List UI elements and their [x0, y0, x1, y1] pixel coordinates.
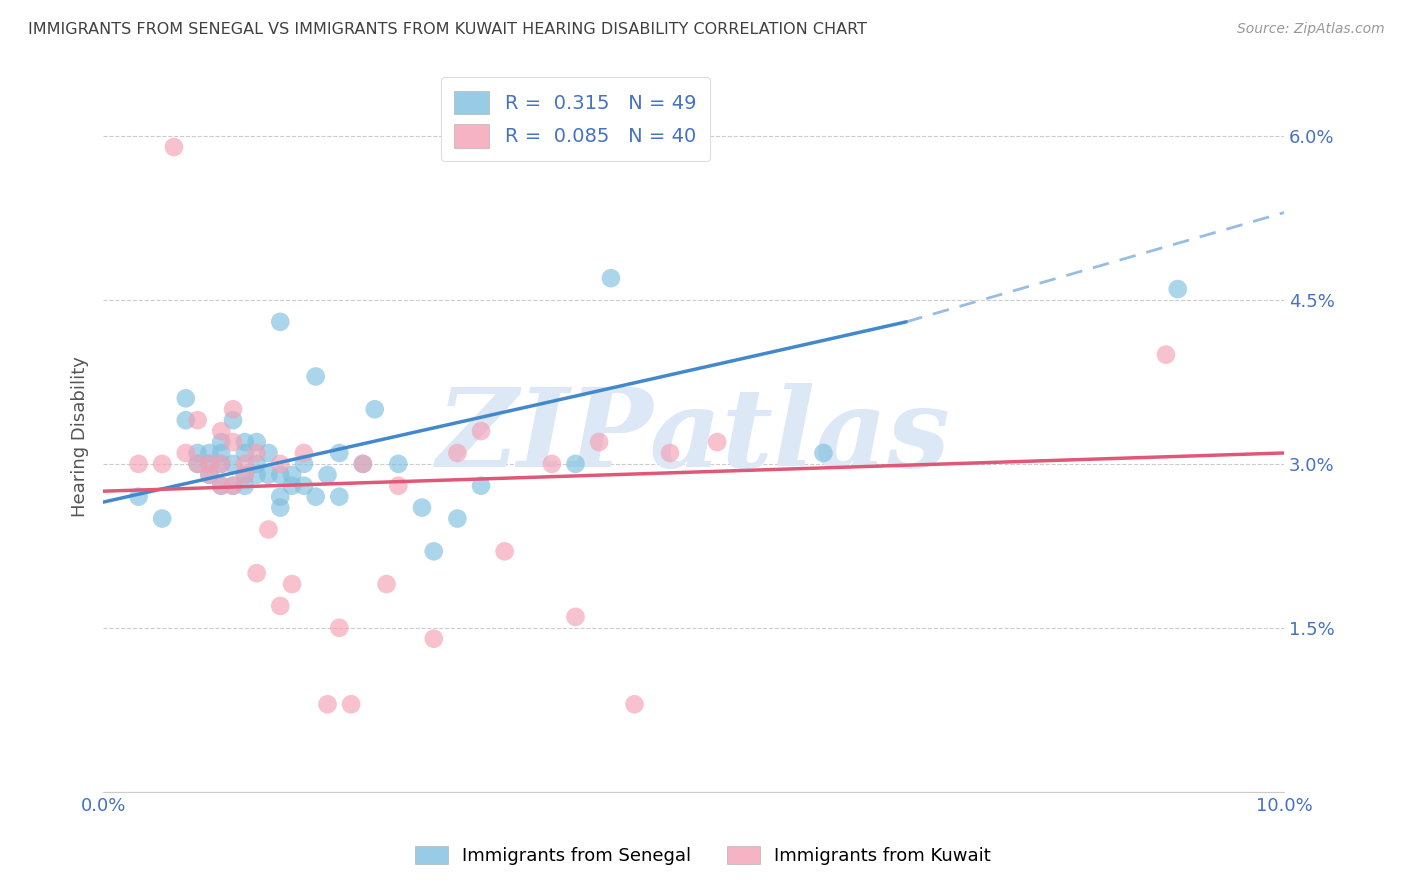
Point [209, 446, 232, 460]
Point [446, 511, 468, 525]
Point [305, 490, 328, 504]
Point [623, 698, 645, 712]
Point [150, 511, 173, 525]
Point [352, 457, 374, 471]
Point [470, 424, 492, 438]
Point [187, 413, 209, 427]
Point [292, 457, 315, 471]
Point [281, 577, 304, 591]
Point [187, 457, 209, 471]
Point [198, 467, 221, 482]
Point [269, 599, 291, 613]
Point [233, 467, 256, 482]
Point [706, 435, 728, 450]
Point [246, 435, 269, 450]
Point [233, 479, 256, 493]
Point [233, 446, 256, 460]
Point [257, 523, 280, 537]
Point [446, 446, 468, 460]
Point [375, 577, 398, 591]
Point [1154, 348, 1177, 362]
Point [246, 566, 269, 581]
Point [269, 467, 291, 482]
Text: Source: ZipAtlas.com: Source: ZipAtlas.com [1237, 22, 1385, 37]
Point [222, 402, 245, 417]
Point [411, 500, 433, 515]
Point [246, 457, 269, 471]
Point [387, 479, 409, 493]
Legend: Immigrants from Senegal, Immigrants from Kuwait: Immigrants from Senegal, Immigrants from… [406, 837, 1000, 874]
Point [269, 500, 291, 515]
Point [174, 392, 197, 406]
Point [564, 457, 586, 471]
Point [281, 479, 304, 493]
Point [292, 446, 315, 460]
Point [316, 467, 339, 482]
Point [187, 457, 209, 471]
Point [198, 446, 221, 460]
Point [163, 140, 186, 154]
Point [269, 490, 291, 504]
Point [198, 467, 221, 482]
Point [305, 369, 328, 384]
Point [257, 446, 280, 460]
Point [257, 467, 280, 482]
Point [281, 467, 304, 482]
Point [209, 424, 232, 438]
Point [813, 446, 835, 460]
Point [352, 457, 374, 471]
Point [198, 457, 221, 471]
Point [222, 457, 245, 471]
Point [222, 413, 245, 427]
Point [209, 479, 232, 493]
Point [600, 271, 623, 285]
Point [564, 610, 586, 624]
Point [340, 698, 363, 712]
Point [269, 315, 291, 329]
Text: IMMIGRANTS FROM SENEGAL VS IMMIGRANTS FROM KUWAIT HEARING DISABILITY CORRELATION: IMMIGRANTS FROM SENEGAL VS IMMIGRANTS FR… [28, 22, 868, 37]
Point [222, 435, 245, 450]
Point [588, 435, 610, 450]
Point [269, 457, 291, 471]
Point [387, 457, 409, 471]
Point [364, 402, 387, 417]
Point [316, 698, 339, 712]
Point [222, 479, 245, 493]
Point [233, 467, 256, 482]
Point [209, 479, 232, 493]
Point [128, 457, 150, 471]
Point [209, 457, 232, 471]
Point [541, 457, 564, 471]
Point [246, 446, 269, 460]
Point [209, 435, 232, 450]
Point [174, 413, 197, 427]
Point [174, 446, 197, 460]
Point [658, 446, 681, 460]
Point [423, 544, 446, 558]
Text: ZIPatlas: ZIPatlas [437, 383, 950, 491]
Point [423, 632, 446, 646]
Point [328, 446, 350, 460]
Point [198, 457, 221, 471]
Point [328, 621, 350, 635]
Y-axis label: Hearing Disability: Hearing Disability [72, 356, 89, 517]
Point [233, 457, 256, 471]
Point [209, 457, 232, 471]
Legend: R =  0.315   N = 49, R =  0.085   N = 40: R = 0.315 N = 49, R = 0.085 N = 40 [441, 77, 710, 161]
Point [328, 490, 350, 504]
Point [1167, 282, 1189, 296]
Point [233, 435, 256, 450]
Point [128, 490, 150, 504]
Point [292, 479, 315, 493]
Point [494, 544, 516, 558]
Point [187, 446, 209, 460]
Point [222, 479, 245, 493]
Point [470, 479, 492, 493]
Point [150, 457, 173, 471]
Point [246, 467, 269, 482]
